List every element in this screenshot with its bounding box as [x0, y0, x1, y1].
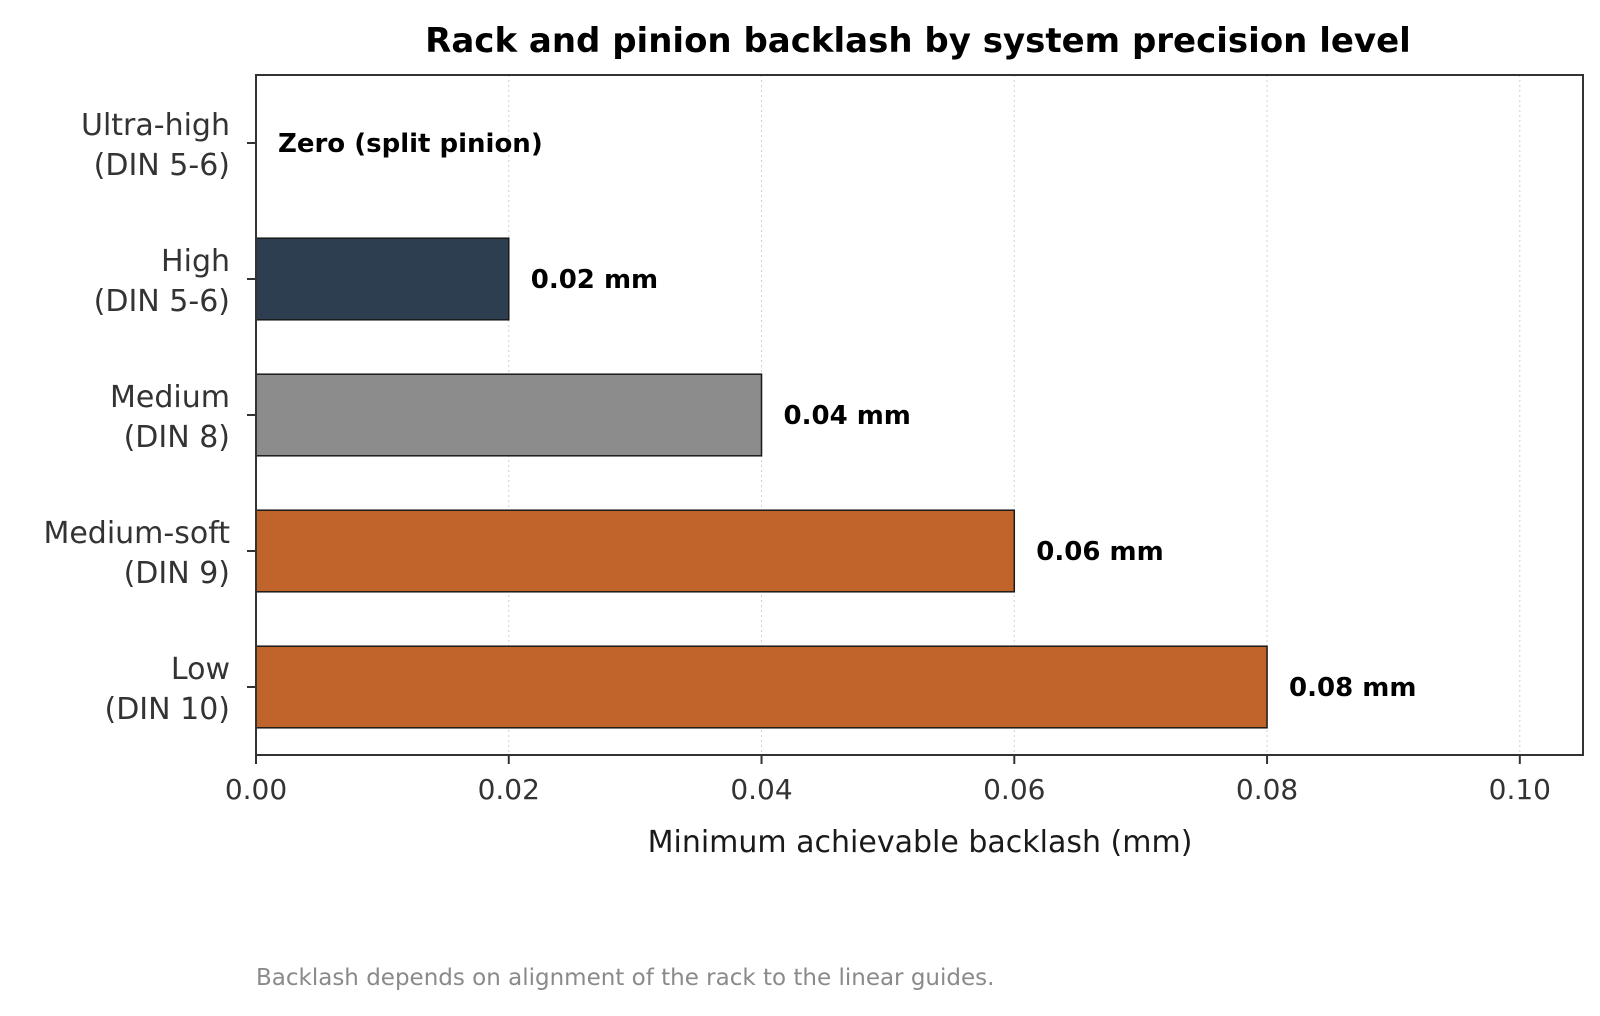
- x-tick-label: 0.08: [1236, 773, 1298, 806]
- bars: [255, 237, 1268, 729]
- data-label: 0.04 mm: [784, 401, 911, 431]
- x-axis: 0.00 0.02 0.04 0.06 0.08 0.10: [225, 755, 1551, 806]
- x-tick-label: 0.00: [225, 773, 287, 806]
- y-tick-label-line: (DIN 5-6): [94, 148, 230, 183]
- y-tick-label-line: Medium: [110, 380, 230, 415]
- data-labels: Zero (split pinion) 0.02 mm 0.04 mm 0.06 mm…: [278, 129, 1416, 703]
- y-axis: Ultra-high (DIN 5-6) High (DIN 5-6) Medium (D…: [43, 108, 256, 727]
- x-tick-label: 0.04: [730, 773, 792, 806]
- y-tick-label-line: (DIN 5-6): [94, 284, 230, 319]
- y-tick-label-line: High: [161, 244, 230, 279]
- y-tick-label: High (DIN 5-6): [94, 244, 230, 319]
- x-tick-label: 0.06: [983, 773, 1045, 806]
- bar: [255, 509, 1016, 593]
- y-tick-label-line: (DIN 10): [104, 692, 230, 727]
- bar: [255, 373, 763, 457]
- data-label: 0.02 mm: [531, 265, 658, 295]
- y-tick-label: Ultra-high (DIN 5-6): [81, 108, 230, 183]
- chart-title: Rack and pinion backlash by system preci…: [425, 21, 1411, 61]
- y-tick-label: Low (DIN 10): [104, 652, 230, 727]
- data-label: 0.08 mm: [1289, 673, 1416, 703]
- x-tick-label: 0.10: [1489, 773, 1551, 806]
- y-tick-label-line: Medium-soft: [43, 516, 230, 551]
- y-tick-label-line: (DIN 8): [124, 420, 230, 455]
- y-tick-label-line: (DIN 9): [124, 556, 230, 591]
- x-axis-label: Minimum achievable backlash (mm): [648, 825, 1193, 860]
- data-label: Zero (split pinion): [278, 129, 543, 159]
- y-tick-label: Medium-soft (DIN 9): [43, 516, 230, 591]
- y-tick-label-line: Ultra-high: [81, 108, 230, 143]
- y-tick-label: Medium (DIN 8): [110, 380, 230, 455]
- bar: [255, 645, 1268, 729]
- bar: [255, 237, 510, 321]
- footnote: Backlash depends on alignment of the rac…: [256, 965, 994, 991]
- data-label: 0.06 mm: [1036, 537, 1163, 567]
- x-tick-label: 0.02: [478, 773, 540, 806]
- y-tick-label-line: Low: [171, 652, 230, 687]
